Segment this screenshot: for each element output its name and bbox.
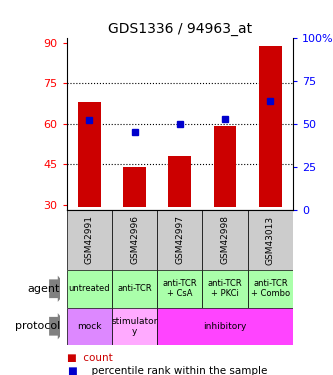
Text: stimulator
y: stimulator y — [111, 316, 158, 336]
FancyArrow shape — [49, 313, 69, 339]
Bar — [112, 308, 157, 345]
Bar — [157, 270, 202, 308]
Text: anti-TCR
+ Combo: anti-TCR + Combo — [251, 279, 290, 298]
Bar — [248, 270, 293, 308]
Bar — [168, 156, 191, 207]
Bar — [67, 270, 112, 308]
Text: inhibitory: inhibitory — [203, 322, 247, 331]
Text: GSM42991: GSM42991 — [85, 216, 94, 264]
FancyArrow shape — [49, 276, 69, 302]
Bar — [67, 210, 112, 270]
Text: percentile rank within the sample: percentile rank within the sample — [85, 366, 267, 375]
Text: mock: mock — [77, 322, 102, 331]
Bar — [214, 126, 236, 207]
Bar — [248, 210, 293, 270]
Text: protocol: protocol — [15, 321, 60, 331]
Bar — [112, 210, 157, 270]
Bar — [202, 210, 248, 270]
Text: GSM42998: GSM42998 — [220, 216, 230, 264]
Bar — [67, 308, 112, 345]
Text: GSM42997: GSM42997 — [175, 216, 184, 264]
Bar — [157, 308, 293, 345]
Text: GSM43013: GSM43013 — [266, 215, 275, 265]
Text: anti-TCR
+ CsA: anti-TCR + CsA — [163, 279, 197, 298]
Title: GDS1336 / 94963_at: GDS1336 / 94963_at — [108, 22, 252, 36]
Text: ■  count: ■ count — [67, 353, 112, 363]
Text: anti-TCR
+ PKCi: anti-TCR + PKCi — [208, 279, 242, 298]
Text: untreated: untreated — [69, 284, 110, 293]
Bar — [78, 102, 101, 207]
Bar — [202, 270, 248, 308]
Text: GSM42996: GSM42996 — [130, 216, 139, 264]
Bar — [259, 46, 282, 207]
Text: ■: ■ — [67, 366, 76, 375]
Text: anti-TCR: anti-TCR — [117, 284, 152, 293]
Bar — [112, 270, 157, 308]
Text: agent: agent — [28, 284, 60, 294]
Bar — [157, 210, 202, 270]
Bar — [123, 167, 146, 207]
